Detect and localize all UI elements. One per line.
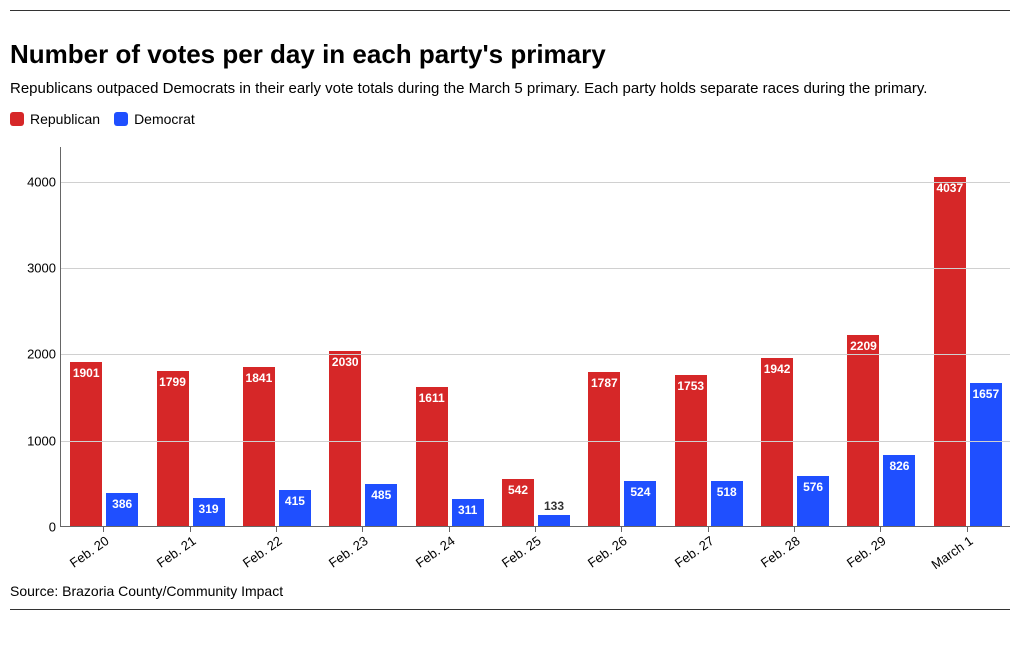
legend-item-democrat: Democrat — [114, 111, 195, 127]
bar-republican: 1753 — [675, 375, 707, 526]
x-tick-label: Feb. 22 — [235, 533, 285, 574]
grid-line — [61, 182, 1010, 183]
bar-value-label: 386 — [112, 497, 132, 511]
legend-swatch-democrat — [114, 112, 128, 126]
bar-republican: 1901 — [70, 362, 102, 526]
bar-value-label: 1942 — [764, 362, 791, 376]
bar-value-label: 2209 — [850, 339, 877, 353]
bar-republican: 1942 — [761, 358, 793, 526]
bar-democrat: 133 — [538, 515, 570, 526]
bar-republican: 1799 — [157, 371, 189, 526]
bar-value-label: 1799 — [159, 375, 186, 389]
bar-value-label: 518 — [717, 485, 737, 499]
x-tick-label: Feb. 27 — [667, 533, 717, 574]
bar-democrat: 319 — [193, 498, 225, 526]
y-tick-label: 0 — [49, 520, 56, 535]
bar-democrat: 576 — [797, 476, 829, 526]
x-axis: Feb. 20 Feb. 21 Feb. 22 Feb. 23 Feb. 24 Feb. … — [60, 527, 1010, 577]
bar-republican: 4037 — [934, 177, 966, 526]
x-tick-label: Feb. 20 — [62, 533, 112, 574]
x-tick — [880, 527, 881, 532]
y-axis: 01000200030004000 — [10, 147, 60, 527]
x-tick-label: Feb. 29 — [839, 533, 889, 574]
grid-line — [61, 268, 1010, 269]
x-tick-label: March 1 — [926, 533, 976, 574]
bottom-rule — [10, 609, 1010, 610]
bar-republican: 2030 — [329, 351, 361, 526]
grid-line — [61, 354, 1010, 355]
x-tick — [362, 527, 363, 532]
plot-area: 1901 386 1799 319 1841 415 2030 485 1611 311 542 13… — [60, 147, 1010, 527]
bar-value-label: 311 — [458, 503, 477, 517]
chart-container: Number of votes per day in each party's … — [10, 10, 1010, 610]
bar-value-label: 415 — [285, 494, 305, 508]
bars-layer: 1901 386 1799 319 1841 415 2030 485 1611 311 542 13… — [61, 147, 1010, 526]
legend-item-republican: Republican — [10, 111, 100, 127]
x-tick-label: Feb. 24 — [408, 533, 458, 574]
bar-democrat: 1657 — [970, 383, 1002, 526]
bar-democrat: 518 — [711, 481, 743, 526]
x-tick-label: Feb. 21 — [149, 533, 199, 574]
x-tick — [276, 527, 277, 532]
legend-label-republican: Republican — [30, 111, 100, 127]
bar-value-label: 319 — [199, 502, 219, 516]
chart-subtitle: Republicans outpaced Democrats in their … — [10, 80, 1010, 97]
x-tick — [190, 527, 191, 532]
bar-democrat: 485 — [365, 484, 397, 526]
bar-republican: 1787 — [588, 372, 620, 526]
x-tick — [449, 527, 450, 532]
bar-republican: 1841 — [243, 367, 275, 526]
grid-line — [61, 441, 1010, 442]
bar-democrat: 415 — [279, 490, 311, 526]
y-tick-label: 1000 — [27, 433, 56, 448]
bar-republican: 1611 — [416, 387, 448, 526]
bar-value-label: 133 — [544, 499, 564, 513]
bar-value-label: 576 — [803, 480, 823, 494]
x-tick — [103, 527, 104, 532]
source-line: Source: Brazoria County/Community Impact — [10, 583, 1010, 599]
bar-democrat: 311 — [452, 499, 484, 526]
x-tick — [794, 527, 795, 532]
x-tick-label: Feb. 23 — [321, 533, 371, 574]
bar-value-label: 2030 — [332, 355, 359, 369]
bar-value-label: 485 — [371, 488, 391, 502]
bar-democrat: 524 — [624, 481, 656, 526]
bar-republican: 2209 — [847, 335, 879, 526]
bar-value-label: 1753 — [677, 379, 704, 393]
chart-area: 0 1000 2000 3000 4000 1901 386 1799 319 1841 415 2… — [10, 147, 1010, 577]
legend-label-democrat: Democrat — [134, 111, 195, 127]
bar-democrat: 386 — [106, 493, 138, 526]
top-rule — [10, 10, 1010, 11]
bar-value-label: 1901 — [73, 366, 100, 380]
y-tick-label: 3000 — [27, 260, 56, 275]
bar-value-label: 1657 — [972, 387, 999, 401]
x-tick — [967, 527, 968, 532]
bar-value-label: 826 — [889, 459, 909, 473]
x-tick — [708, 527, 709, 532]
legend: Republican Democrat — [10, 111, 1010, 127]
bar-value-label: 4037 — [936, 181, 963, 195]
x-tick-label: Feb. 25 — [494, 533, 544, 574]
x-tick-label: Feb. 28 — [753, 533, 803, 574]
bar-republican: 542 — [502, 479, 534, 526]
bar-value-label: 1611 — [419, 391, 445, 405]
x-tick — [621, 527, 622, 532]
chart-title: Number of votes per day in each party's … — [10, 39, 1010, 70]
bar-democrat: 826 — [883, 455, 915, 526]
x-tick-label: Feb. 26 — [580, 533, 630, 574]
x-tick — [535, 527, 536, 532]
y-tick-label: 4000 — [27, 174, 56, 189]
bar-value-label: 524 — [630, 485, 650, 499]
bar-value-label: 1841 — [246, 371, 273, 385]
y-tick-label: 2000 — [27, 347, 56, 362]
legend-swatch-republican — [10, 112, 24, 126]
bar-value-label: 542 — [508, 483, 528, 497]
bar-value-label: 1787 — [591, 376, 618, 390]
